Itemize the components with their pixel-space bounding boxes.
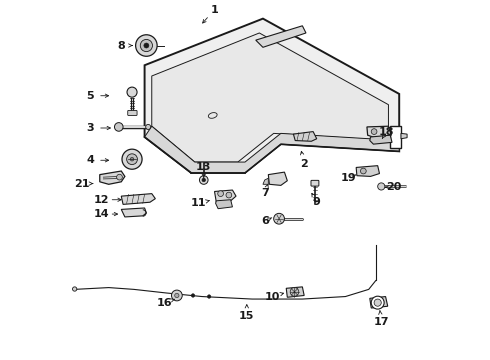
Text: 15: 15 bbox=[239, 311, 254, 321]
Polygon shape bbox=[367, 126, 392, 138]
Text: 8: 8 bbox=[118, 41, 125, 50]
Text: 13: 13 bbox=[196, 162, 212, 172]
Circle shape bbox=[274, 213, 285, 224]
Polygon shape bbox=[286, 287, 304, 297]
Text: 3: 3 bbox=[86, 123, 94, 133]
Circle shape bbox=[136, 35, 157, 56]
Circle shape bbox=[115, 123, 123, 131]
Circle shape bbox=[361, 168, 366, 174]
Polygon shape bbox=[390, 126, 401, 148]
Polygon shape bbox=[100, 171, 125, 184]
Circle shape bbox=[73, 287, 77, 291]
Text: 19: 19 bbox=[341, 173, 357, 183]
Polygon shape bbox=[152, 33, 389, 162]
Circle shape bbox=[218, 191, 223, 197]
Polygon shape bbox=[269, 172, 287, 185]
Circle shape bbox=[144, 43, 149, 48]
Circle shape bbox=[146, 125, 151, 130]
Circle shape bbox=[172, 290, 182, 301]
Text: 7: 7 bbox=[261, 188, 269, 198]
Text: 11: 11 bbox=[191, 198, 206, 208]
Text: 5: 5 bbox=[86, 91, 94, 101]
Circle shape bbox=[117, 174, 122, 180]
Circle shape bbox=[175, 293, 179, 298]
Circle shape bbox=[140, 40, 152, 51]
Circle shape bbox=[127, 87, 137, 97]
Polygon shape bbox=[122, 194, 155, 204]
Circle shape bbox=[290, 288, 299, 296]
Text: 21: 21 bbox=[74, 179, 90, 189]
Text: 12: 12 bbox=[94, 195, 109, 205]
Text: 4: 4 bbox=[86, 155, 94, 165]
Circle shape bbox=[378, 183, 385, 190]
Circle shape bbox=[199, 176, 208, 184]
Circle shape bbox=[126, 154, 137, 165]
Text: 2: 2 bbox=[300, 159, 308, 169]
Circle shape bbox=[374, 299, 381, 306]
Polygon shape bbox=[370, 297, 388, 308]
Circle shape bbox=[371, 129, 377, 134]
Polygon shape bbox=[216, 200, 232, 209]
Circle shape bbox=[122, 149, 142, 169]
Circle shape bbox=[226, 192, 232, 198]
Circle shape bbox=[207, 295, 211, 298]
Text: 6: 6 bbox=[261, 216, 269, 226]
Circle shape bbox=[371, 296, 384, 309]
Text: 18: 18 bbox=[379, 127, 394, 136]
FancyBboxPatch shape bbox=[311, 180, 319, 186]
Polygon shape bbox=[356, 166, 379, 176]
Text: 1: 1 bbox=[211, 5, 219, 15]
Polygon shape bbox=[256, 26, 306, 47]
Polygon shape bbox=[370, 135, 392, 144]
Text: 16: 16 bbox=[156, 298, 172, 308]
Text: 17: 17 bbox=[373, 317, 389, 327]
Text: 10: 10 bbox=[264, 292, 280, 302]
Polygon shape bbox=[122, 208, 147, 217]
Polygon shape bbox=[215, 190, 236, 202]
Polygon shape bbox=[263, 178, 269, 184]
FancyBboxPatch shape bbox=[128, 111, 137, 116]
Polygon shape bbox=[294, 132, 317, 141]
Circle shape bbox=[202, 178, 205, 182]
Circle shape bbox=[191, 294, 195, 297]
Text: 14: 14 bbox=[94, 209, 109, 219]
Polygon shape bbox=[145, 126, 399, 173]
Circle shape bbox=[130, 157, 134, 161]
Text: 9: 9 bbox=[313, 197, 320, 207]
Polygon shape bbox=[401, 134, 407, 139]
Text: 20: 20 bbox=[386, 182, 401, 192]
Polygon shape bbox=[145, 19, 399, 173]
